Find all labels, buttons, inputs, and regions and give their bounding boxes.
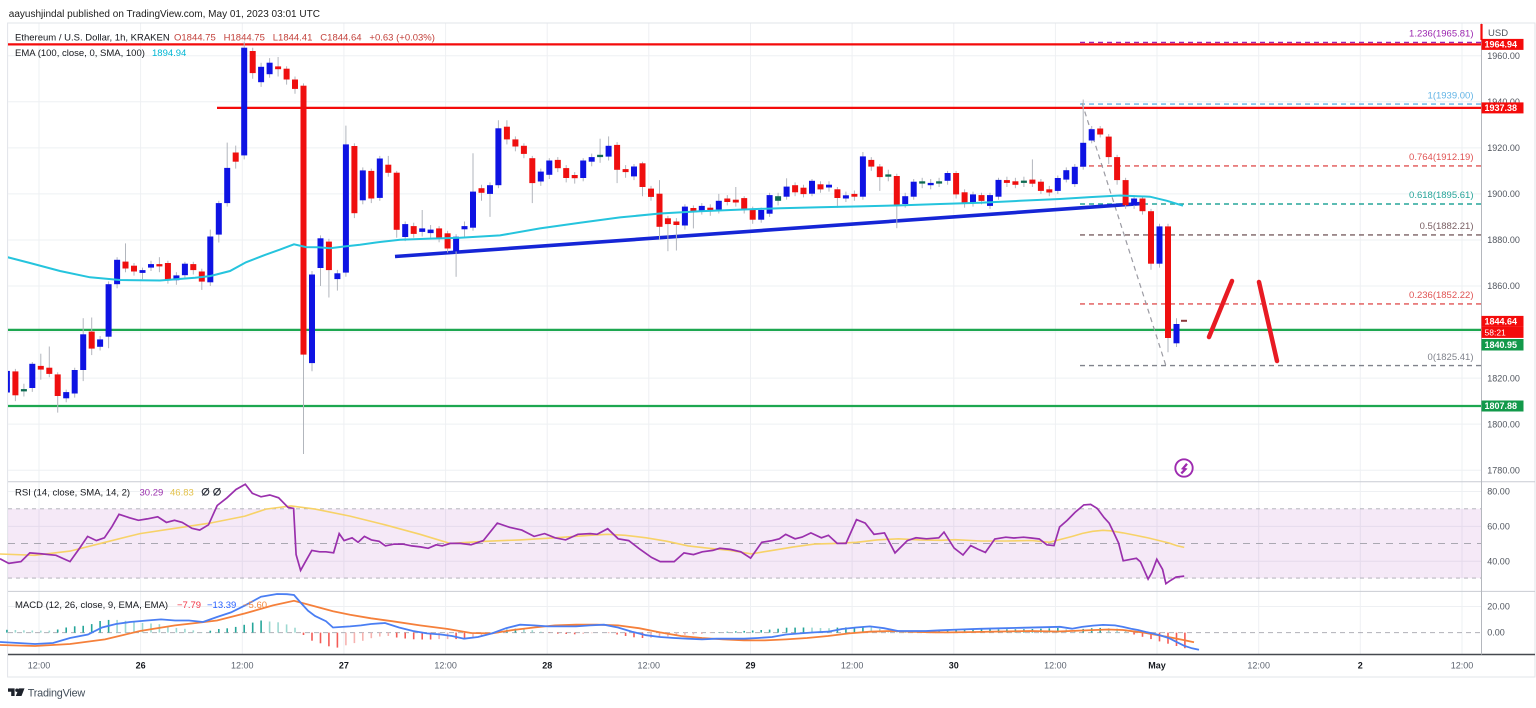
svg-text:0(1825.41): 0(1825.41) xyxy=(1428,352,1474,363)
svg-text:−13.39: −13.39 xyxy=(207,600,236,611)
svg-text:12:00: 12:00 xyxy=(434,660,457,670)
svg-text:12:00: 12:00 xyxy=(1451,660,1474,670)
svg-text:1800.00: 1800.00 xyxy=(1487,419,1520,429)
svg-text:1894.94: 1894.94 xyxy=(152,48,186,59)
svg-text:1920.00: 1920.00 xyxy=(1487,143,1520,153)
svg-text:1780.00: 1780.00 xyxy=(1487,465,1520,475)
svg-text:1900.00: 1900.00 xyxy=(1487,189,1520,199)
svg-text:20.00: 20.00 xyxy=(1487,602,1510,612)
svg-text:46.83: 46.83 xyxy=(170,488,194,499)
svg-text:12:00: 12:00 xyxy=(638,660,661,670)
svg-text:1940.00: 1940.00 xyxy=(1487,97,1520,107)
svg-text:−5.60: −5.60 xyxy=(243,600,267,611)
svg-text:MACD (12, 26, close, 9, EMA, E: MACD (12, 26, close, 9, EMA, EMA) xyxy=(15,600,168,611)
svg-text:0.236(1852.22): 0.236(1852.22) xyxy=(1409,290,1473,301)
svg-text:12:00: 12:00 xyxy=(28,660,51,670)
svg-text:26: 26 xyxy=(136,660,146,670)
svg-text:30: 30 xyxy=(949,660,959,670)
svg-text:EMA (100, close, 0, SMA, 100): EMA (100, close, 0, SMA, 100) xyxy=(15,48,145,59)
svg-text:1820.00: 1820.00 xyxy=(1487,373,1520,383)
svg-text:1937.38: 1937.38 xyxy=(1485,103,1518,113)
svg-text:12:00: 12:00 xyxy=(231,660,254,670)
svg-text:27: 27 xyxy=(339,660,349,670)
svg-text:80.00: 80.00 xyxy=(1487,487,1510,497)
svg-text:Ethereum / U.S. Dollar, 1h, KR: Ethereum / U.S. Dollar, 1h, KRAKEN xyxy=(15,33,170,44)
svg-text:40.00: 40.00 xyxy=(1487,557,1510,567)
svg-text:29: 29 xyxy=(745,660,755,670)
svg-text:RSI (14, close, SMA, 14, 2): RSI (14, close, SMA, 14, 2) xyxy=(15,488,130,499)
svg-text:TradingView: TradingView xyxy=(28,688,86,700)
svg-text:aayushjindal published on Trad: aayushjindal published on TradingView.co… xyxy=(9,9,320,20)
svg-text:1960.00: 1960.00 xyxy=(1487,51,1520,61)
svg-text:USD: USD xyxy=(1488,28,1508,39)
svg-text:1964.94: 1964.94 xyxy=(1485,40,1518,50)
svg-text:2: 2 xyxy=(1358,660,1363,670)
svg-text:0.00: 0.00 xyxy=(1487,628,1505,638)
svg-text:0.618(1895.61): 0.618(1895.61) xyxy=(1409,190,1473,201)
svg-text:12:00: 12:00 xyxy=(1247,660,1270,670)
svg-text:−7.79: −7.79 xyxy=(177,600,201,611)
svg-text:12:00: 12:00 xyxy=(1044,660,1067,670)
svg-text:1(1939.00): 1(1939.00) xyxy=(1428,90,1474,101)
svg-text:12:00: 12:00 xyxy=(841,660,864,670)
svg-text:1807.88: 1807.88 xyxy=(1485,401,1518,411)
svg-text:O1844.75 H1844.75 L1844.41: O1844.75 H1844.75 L1844.41 C1844.64 +0.6… xyxy=(174,33,435,44)
svg-text:30.29: 30.29 xyxy=(140,488,164,499)
svg-text:28: 28 xyxy=(542,660,552,670)
svg-text:1.236(1965.81): 1.236(1965.81) xyxy=(1409,29,1473,40)
svg-text:0.5(1882.21): 0.5(1882.21) xyxy=(1420,221,1474,232)
svg-text:60.00: 60.00 xyxy=(1487,522,1510,532)
svg-text:0.764(1912.19): 0.764(1912.19) xyxy=(1409,152,1473,163)
svg-text:1840.95: 1840.95 xyxy=(1485,340,1518,350)
svg-text:1844.64: 1844.64 xyxy=(1485,317,1518,327)
svg-text:1860.00: 1860.00 xyxy=(1487,281,1520,291)
svg-text:May: May xyxy=(1148,660,1166,670)
svg-text:1880.00: 1880.00 xyxy=(1487,235,1520,245)
svg-text:58:21: 58:21 xyxy=(1485,328,1507,338)
